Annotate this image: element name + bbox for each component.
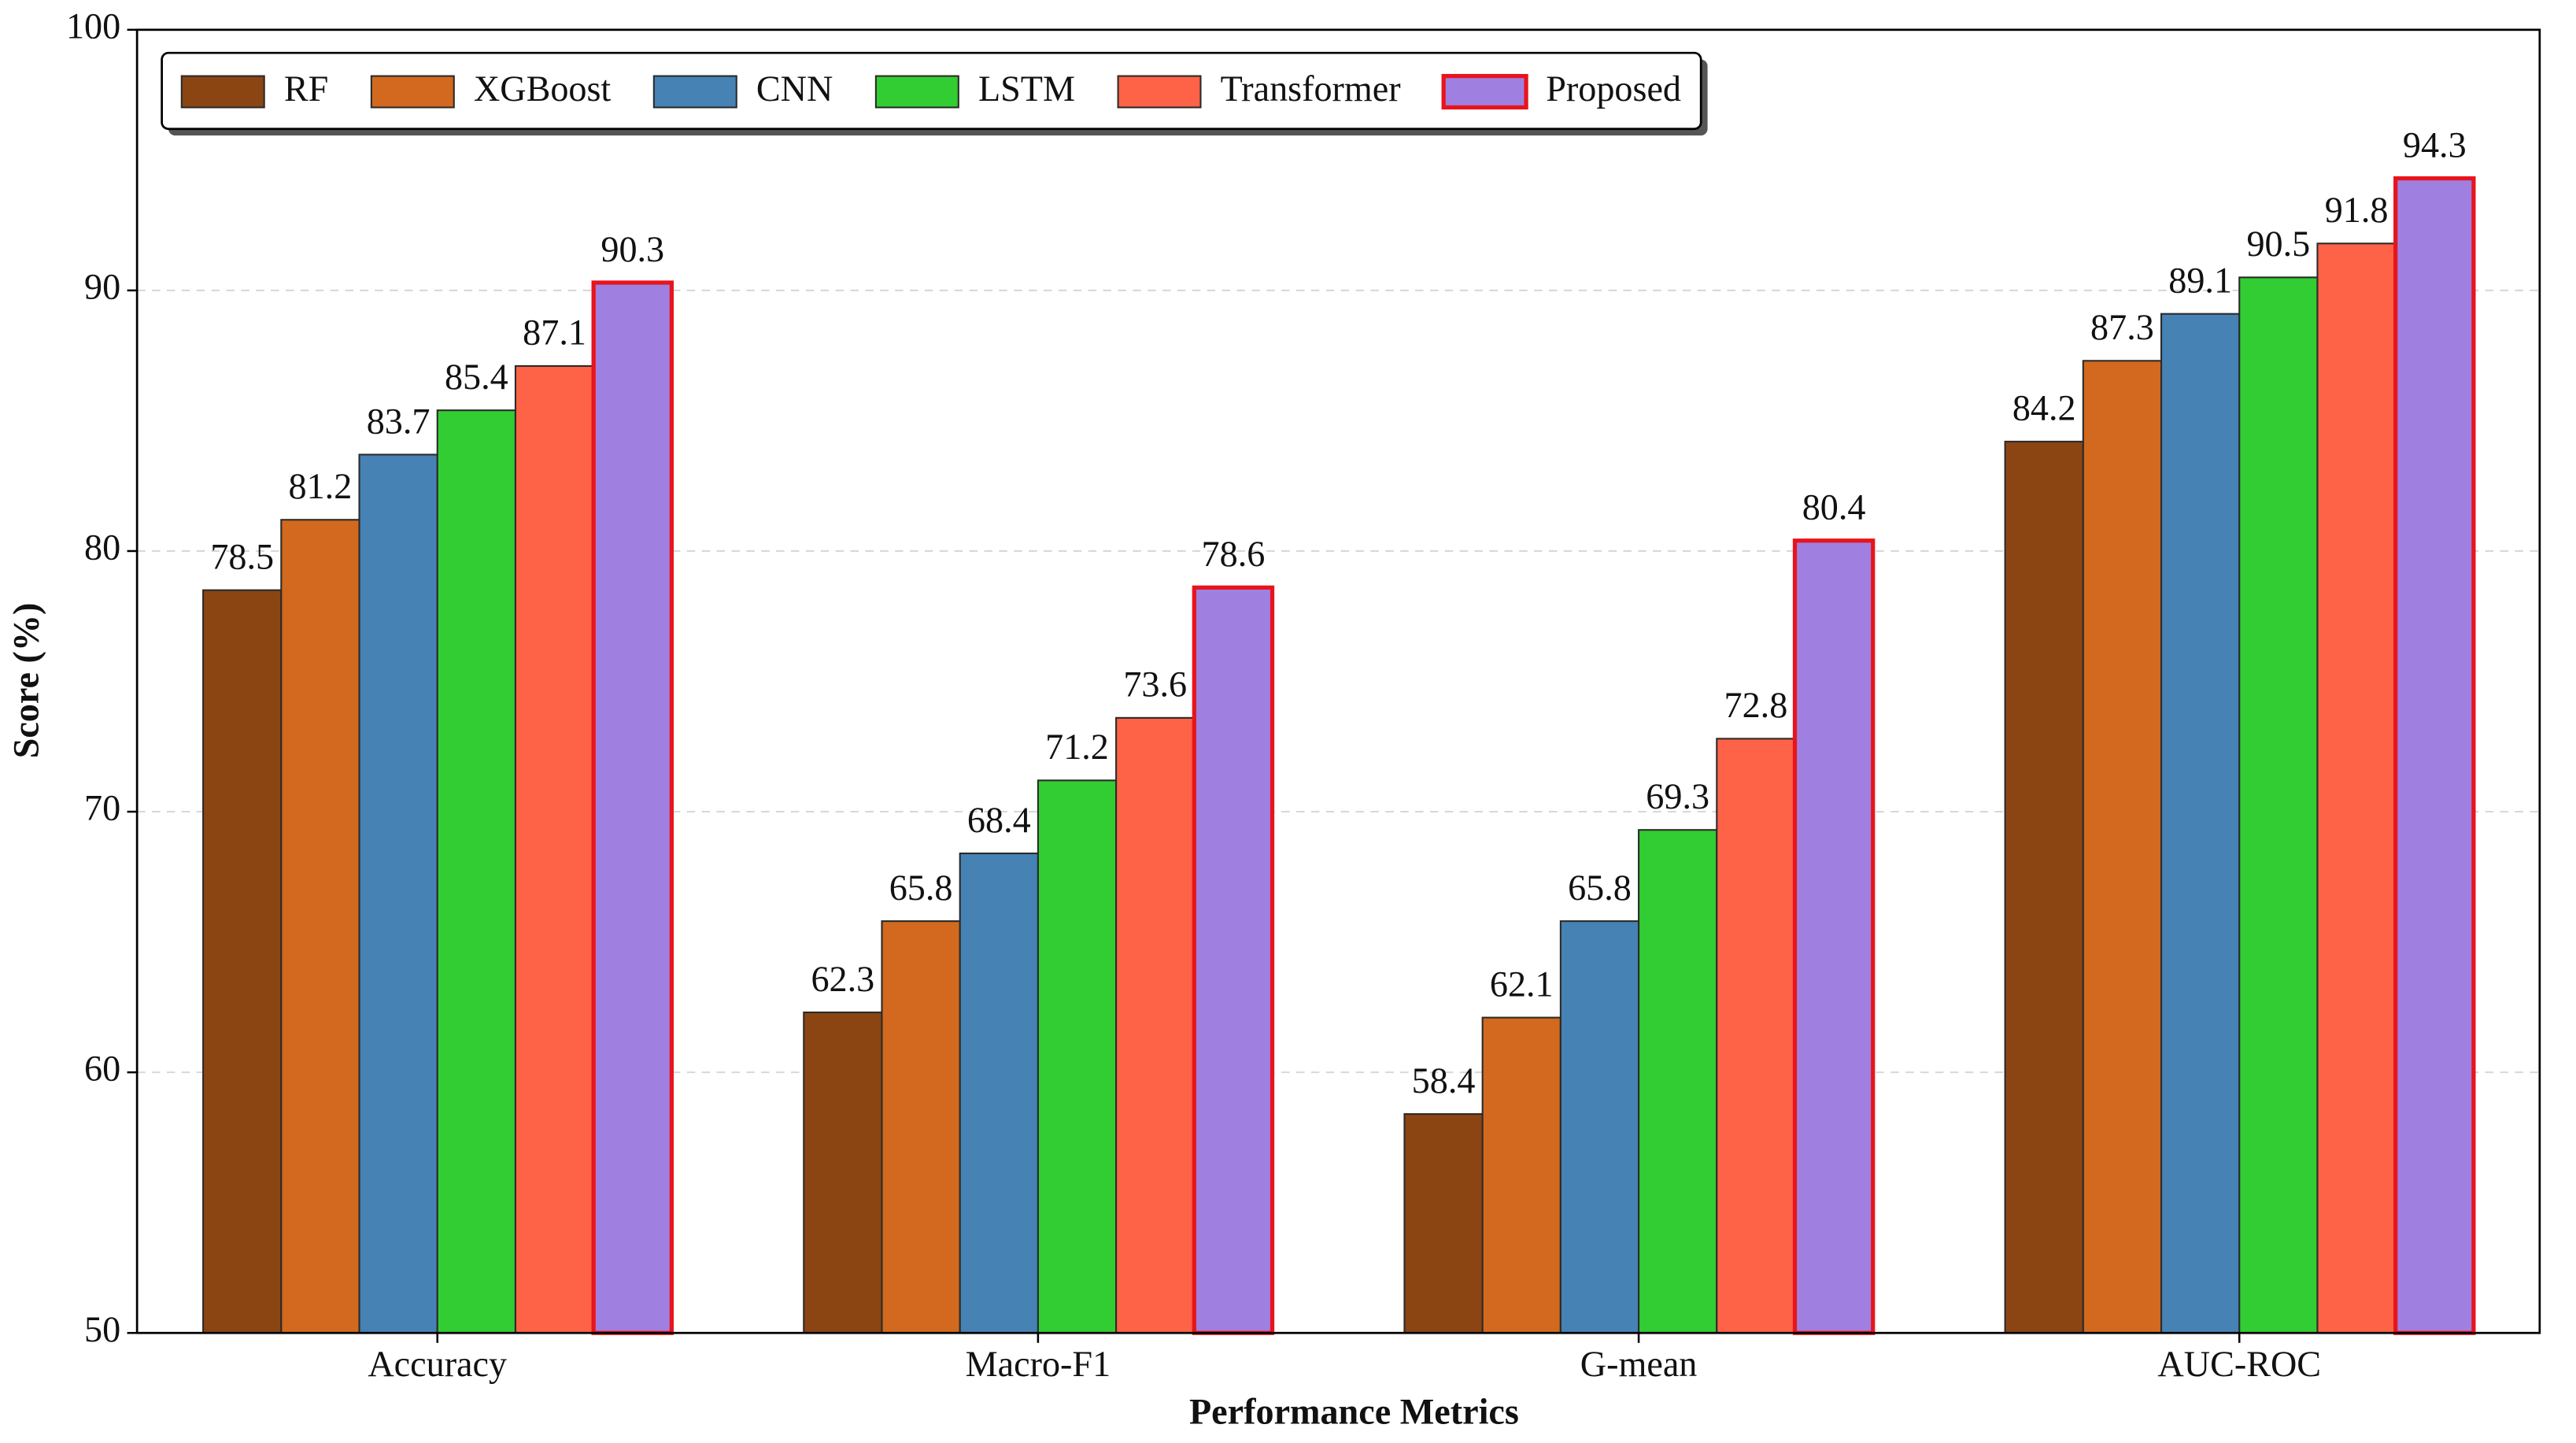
bar <box>280 519 360 1334</box>
value-label: 62.3 <box>811 959 874 999</box>
x-axis-label: Performance Metrics <box>1189 1392 1519 1432</box>
bar <box>959 852 1039 1334</box>
bar <box>1481 1016 1561 1334</box>
bar <box>2004 440 2084 1334</box>
x-tick-label: AUC-ROC <box>2157 1344 2321 1384</box>
value-label: 89.1 <box>2168 261 2232 301</box>
legend-swatch <box>874 75 959 109</box>
value-label: 68.4 <box>967 800 1031 840</box>
value-label: 65.8 <box>889 868 953 908</box>
y-tick-label: 50 <box>84 1309 120 1349</box>
y-tick-label: 60 <box>84 1049 120 1089</box>
bar <box>2160 313 2241 1334</box>
value-label: 73.6 <box>1123 664 1187 705</box>
value-label: 65.8 <box>1568 868 1632 908</box>
legend: RF XGBoost CNN LSTM Transformer Proposed <box>161 51 1708 136</box>
bar <box>1716 738 1796 1334</box>
value-label: 85.4 <box>445 357 508 397</box>
y-tick-label: 100 <box>66 6 120 46</box>
value-label: 81.2 <box>289 466 353 506</box>
bar <box>514 364 595 1334</box>
legend-label: Transformer <box>1221 68 1401 109</box>
legend-swatch <box>1117 75 1202 109</box>
y-tick-label: 80 <box>84 527 120 568</box>
value-label: 83.7 <box>367 401 431 441</box>
y-tick-label: 70 <box>84 788 120 828</box>
legend-swatch <box>1441 73 1528 110</box>
legend-swatch <box>370 75 455 109</box>
value-label: 62.1 <box>1490 964 1554 1004</box>
value-label: 87.3 <box>2090 307 2154 347</box>
legend-label: Proposed <box>1546 68 1681 109</box>
value-label: 78.6 <box>1202 534 1266 574</box>
bar <box>1559 920 1640 1334</box>
bar <box>1638 829 1718 1334</box>
value-label: 87.1 <box>523 313 586 353</box>
bar <box>1192 585 1275 1335</box>
bar <box>2316 242 2397 1334</box>
y-tick-label: 90 <box>84 266 120 306</box>
value-label: 91.8 <box>2325 190 2389 230</box>
bar <box>1403 1113 1484 1334</box>
legend-label: RF <box>284 68 328 109</box>
x-tick-label: G-mean <box>1580 1344 1698 1384</box>
bar <box>803 1011 883 1334</box>
bar <box>358 453 438 1334</box>
bar <box>591 280 674 1335</box>
value-label: 69.3 <box>1646 776 1709 816</box>
value-label: 80.4 <box>1802 487 1866 527</box>
value-label: 72.8 <box>1724 685 1788 725</box>
legend-swatch <box>180 75 265 109</box>
bar <box>1037 779 1118 1334</box>
plot-frame <box>135 28 2541 1334</box>
value-label: 90.3 <box>601 229 664 269</box>
value-label: 78.5 <box>210 536 274 576</box>
value-label: 90.5 <box>2246 224 2310 264</box>
bar <box>202 589 283 1334</box>
legend-swatch <box>652 75 737 109</box>
bar <box>2238 276 2319 1334</box>
legend-label: XGBoost <box>474 68 612 109</box>
y-axis-label: Score (%) <box>6 603 46 759</box>
value-label: 84.2 <box>2012 388 2076 428</box>
legend-label: LSTM <box>978 68 1075 109</box>
bar <box>881 920 961 1334</box>
bar <box>2082 360 2163 1334</box>
value-label: 71.2 <box>1045 727 1109 767</box>
legend-label: CNN <box>756 68 833 109</box>
x-tick-label: Macro-F1 <box>966 1344 1111 1384</box>
x-tick-label: Accuracy <box>368 1344 507 1384</box>
value-label: 94.3 <box>2403 124 2467 165</box>
bar <box>1792 538 1876 1335</box>
value-label: 58.4 <box>1412 1060 1476 1101</box>
bar <box>2393 176 2476 1335</box>
bar <box>436 409 516 1334</box>
bar <box>1115 716 1196 1334</box>
